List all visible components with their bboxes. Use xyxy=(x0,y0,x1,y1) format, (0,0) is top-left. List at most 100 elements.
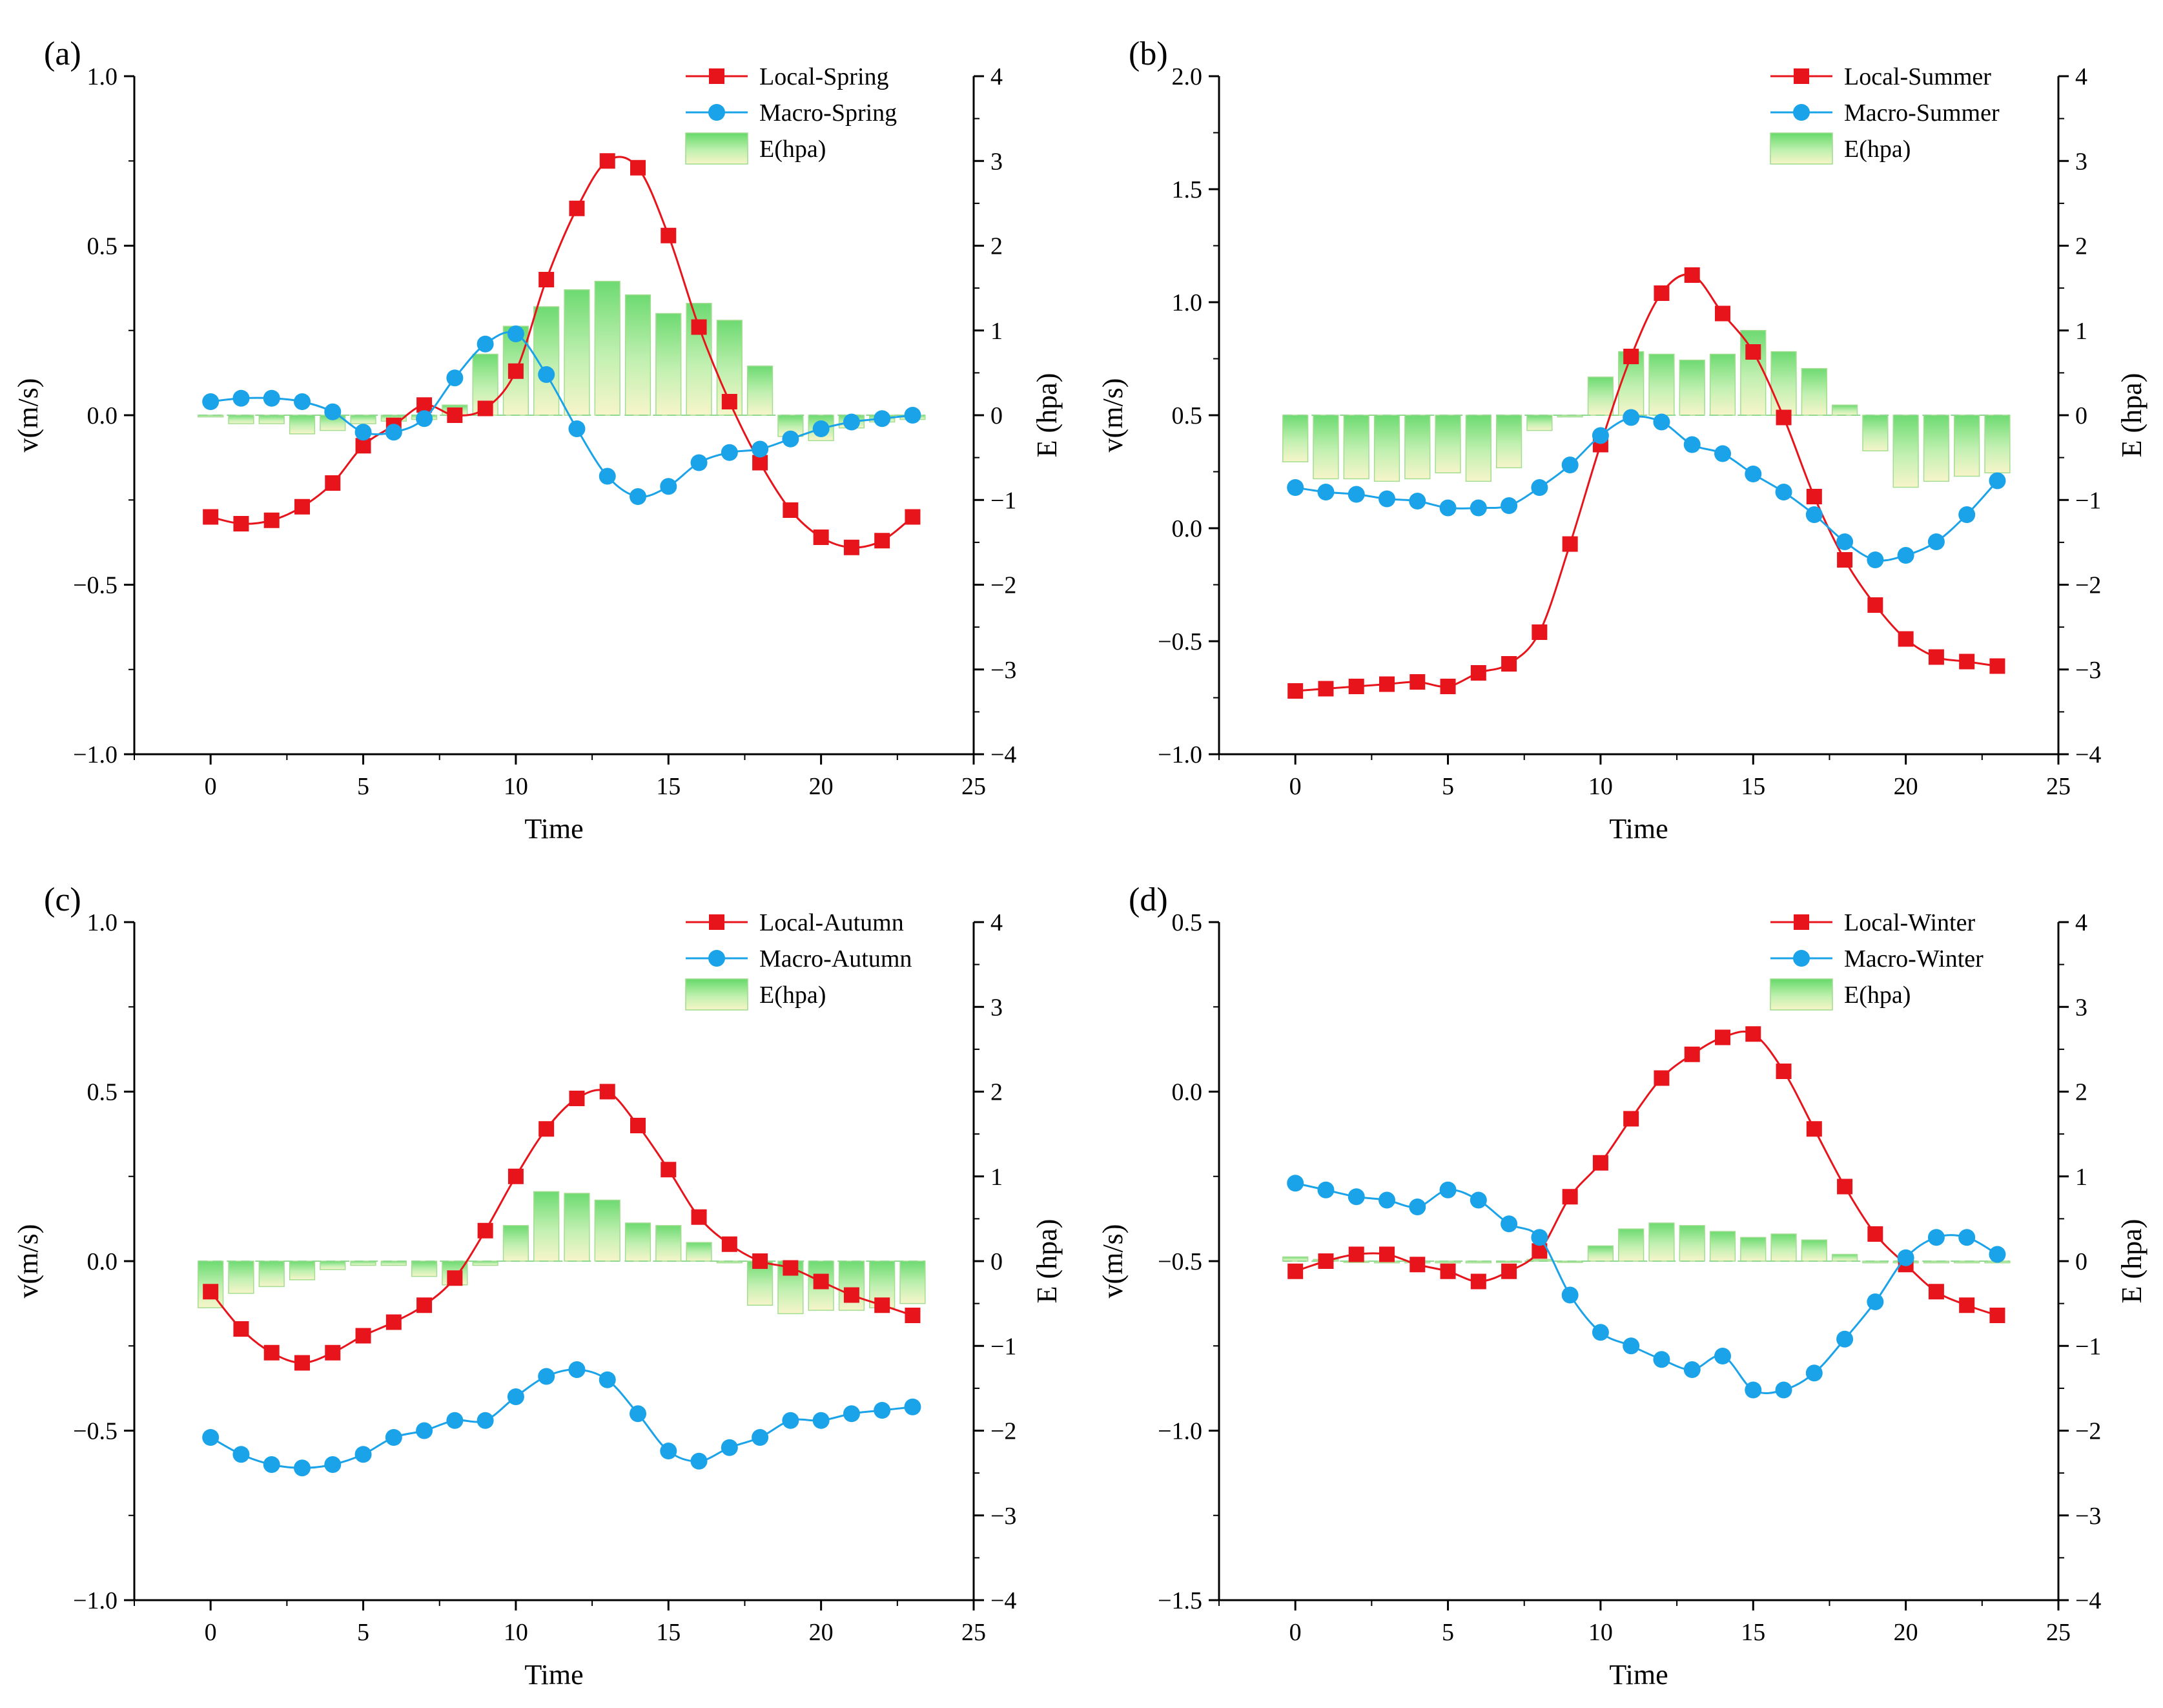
data-point xyxy=(1592,1155,1608,1171)
data-point xyxy=(538,272,555,287)
data-point xyxy=(203,509,219,525)
e-bar xyxy=(1892,415,1919,488)
y2-tick-label: −4 xyxy=(990,741,1016,768)
data-point xyxy=(721,1236,737,1252)
data-point xyxy=(1348,1188,1365,1206)
x-tick-label: 10 xyxy=(504,773,528,800)
e-bar xyxy=(624,1222,651,1262)
y-tick-label: 0.5 xyxy=(87,233,118,260)
y-axis-title: v(m/s) xyxy=(12,1224,44,1299)
y2-tick-label: −2 xyxy=(2075,572,2101,599)
y2-tick-label: 4 xyxy=(990,909,1003,936)
data-point xyxy=(1775,484,1792,500)
data-point xyxy=(294,393,311,410)
data-point xyxy=(1867,597,1883,613)
y2-tick-label: 2 xyxy=(2075,1079,2087,1106)
e-bar xyxy=(564,289,590,416)
y2-tick-label: 0 xyxy=(990,1248,1003,1275)
legend-marker xyxy=(708,104,725,121)
data-point xyxy=(1561,1286,1579,1304)
data-point xyxy=(1806,1121,1822,1137)
data-point xyxy=(1745,466,1762,482)
data-point xyxy=(1287,479,1304,496)
data-point xyxy=(325,475,341,491)
series-line-local-winter xyxy=(1295,1031,1998,1317)
data-point xyxy=(1898,631,1914,647)
legend-label: Local-Autumn xyxy=(759,909,904,936)
data-point xyxy=(843,1287,859,1303)
data-point xyxy=(263,512,280,528)
legend-swatch-bar xyxy=(1770,978,1833,1011)
data-point xyxy=(630,159,646,176)
data-point xyxy=(1379,1246,1395,1262)
x-tick-label: 20 xyxy=(809,1619,834,1646)
y-axis-title: v(m/s) xyxy=(1097,1224,1129,1299)
data-point xyxy=(1439,1181,1457,1199)
x-tick-label: 0 xyxy=(1289,773,1302,800)
data-point xyxy=(416,1422,433,1439)
data-point xyxy=(447,1270,463,1286)
e-bar xyxy=(1648,1222,1675,1262)
e-bar xyxy=(655,313,682,416)
e-bar xyxy=(350,415,376,424)
e-bar xyxy=(1343,415,1369,480)
data-point xyxy=(1989,658,2005,674)
data-point xyxy=(1531,1229,1548,1246)
data-point xyxy=(843,413,860,431)
e-bar xyxy=(1495,415,1522,469)
y-tick-label: −1.5 xyxy=(1158,1587,1202,1614)
legend-marker xyxy=(1793,104,1810,121)
data-point xyxy=(752,440,769,458)
data-point xyxy=(1715,1029,1730,1045)
e-bar xyxy=(411,1260,438,1277)
data-point xyxy=(1410,1257,1426,1273)
data-point xyxy=(1684,1046,1700,1062)
x-axis-title: Time xyxy=(524,1659,583,1691)
series-line-local-summer xyxy=(1295,273,1998,692)
legend-label: E(hpa) xyxy=(759,136,826,163)
data-point xyxy=(1561,457,1579,473)
data-point xyxy=(1562,536,1578,552)
data-point xyxy=(1715,305,1730,322)
panel-label: (d) xyxy=(1129,881,1168,918)
data-point xyxy=(1806,489,1822,504)
data-point xyxy=(1348,486,1365,503)
y-tick-label: 0.0 xyxy=(87,402,118,429)
e-bar xyxy=(686,1242,712,1262)
data-point xyxy=(568,1361,586,1378)
y-tick-label: −0.5 xyxy=(73,1418,118,1445)
data-point xyxy=(355,1328,371,1344)
y-tick-label: −1.0 xyxy=(73,1587,118,1614)
x-tick-label: 20 xyxy=(1894,1619,1918,1646)
y2-tick-label: 0 xyxy=(990,402,1003,429)
y2-tick-label: −4 xyxy=(990,1587,1016,1614)
data-point xyxy=(661,1162,677,1178)
y2-tick-label: −2 xyxy=(2075,1418,2101,1445)
data-point xyxy=(1745,1381,1762,1399)
data-point xyxy=(1653,1351,1670,1368)
data-point xyxy=(1867,1293,1884,1310)
y2-tick-label: 3 xyxy=(990,994,1003,1021)
y2-tick-label: 3 xyxy=(2075,994,2087,1021)
data-point xyxy=(1592,427,1609,444)
data-point xyxy=(354,424,372,441)
legend: Local-Autumn Macro-Autumn E(hpa) xyxy=(685,909,912,1011)
e-bar xyxy=(1740,1237,1767,1262)
y2-tick-label: −3 xyxy=(2075,1503,2101,1530)
data-point xyxy=(752,1253,768,1269)
data-point xyxy=(324,1456,342,1473)
data-point xyxy=(1927,533,1945,550)
y2-tick-label: −3 xyxy=(990,657,1016,684)
x-tick-label: 25 xyxy=(961,773,986,800)
e-bar xyxy=(1862,1260,1889,1264)
panel-label: (c) xyxy=(44,881,81,918)
e-bar xyxy=(1831,404,1858,416)
data-point xyxy=(1654,1070,1670,1086)
y2-tick-label: 1 xyxy=(990,318,1003,345)
y2-tick-label: −1 xyxy=(2075,487,2101,514)
data-point xyxy=(1653,413,1670,431)
x-tick-label: 5 xyxy=(357,1619,369,1646)
data-point xyxy=(1623,1111,1639,1127)
data-point xyxy=(1776,1064,1792,1079)
data-point xyxy=(507,1388,524,1405)
